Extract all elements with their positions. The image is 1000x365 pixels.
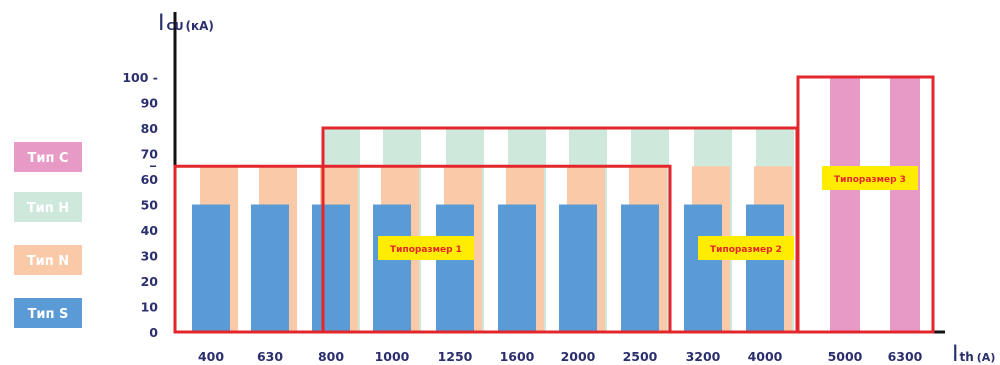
legend-swatch-тип-n [14, 245, 82, 275]
y-tick-label-50: 50 [141, 198, 159, 213]
bar-тип-s-1600 [498, 204, 536, 332]
y-tick-label-70: 70 [141, 147, 159, 162]
x-tick-label-2500: 2500 [623, 349, 658, 364]
y-tick-label-100: 100 - [122, 70, 158, 85]
y-axis-title-sub: CU [167, 20, 184, 33]
labels-layer: Типоразмер 1 Типоразмер 2 Типоразмер 3 [378, 166, 918, 260]
x-axis-title-main: I [952, 342, 959, 365]
bar-тип-s-630 [251, 204, 289, 332]
y-tick-label-40: 40 [141, 223, 159, 238]
frame-label-3: Типоразмер 3 [834, 175, 906, 185]
x-axis-title-sub: th [960, 350, 974, 364]
x-tick-label-630: 630 [257, 349, 283, 364]
frame-label-2: Типоразмер 2 [710, 245, 782, 255]
x-tick-label-1600: 1600 [500, 349, 535, 364]
legend-swatch-тип-h [14, 192, 82, 222]
x-tick-label-1000: 1000 [375, 349, 410, 364]
x-tick-label-3200: 3200 [686, 349, 721, 364]
x-tick-label-5000: 5000 [828, 349, 863, 364]
legend-swatch-тип-s [14, 298, 82, 328]
frame-label-box-3 [822, 166, 918, 190]
x-tick-label-4000: 4000 [748, 349, 783, 364]
x-tick-label-800: 800 [318, 349, 344, 364]
axes-layer: 0 10 20 30 40 50 60 70 80 90 100 - 400 630 800 1000 125… [122, 11, 995, 365]
legend-label-тип-c: Тип C [27, 151, 68, 166]
frame-label-1: Типоразмер 1 [390, 245, 462, 255]
x-tick-label-6300: 6300 [888, 349, 923, 364]
bars-layer [192, 77, 920, 332]
frame-label-box-2 [698, 236, 794, 260]
x-tick-label-2000: 2000 [561, 349, 596, 364]
y-tick-label-10: 10 [141, 300, 159, 315]
x-tick-label-1250: 1250 [438, 349, 473, 364]
y-tick-label-80: 80 [141, 121, 159, 136]
frames-layer [173, 75, 935, 334]
y-tick-label-30: 30 [141, 249, 159, 264]
x-axis-title-unit: (A) [977, 351, 996, 364]
y-tick-label-90: 90 [141, 96, 159, 111]
bar-тип-s-1250 [436, 204, 474, 332]
bar-тип-c-5000 [830, 77, 860, 332]
y-tick-label-60: 60 [141, 172, 159, 187]
x-tick-label-400: 400 [198, 349, 224, 364]
bar-тип-s-1000 [373, 204, 411, 332]
legend: Тип C Тип H Тип N Тип S [14, 142, 82, 328]
y-axis-title: I CU (кА) [158, 11, 214, 36]
frame-tiporazmer-3 [796, 75, 935, 334]
bar-тип-s-800 [312, 204, 350, 332]
bar-тип-s-4000 [746, 204, 784, 332]
bar-тип-s-400 [192, 204, 230, 332]
y-axis-title-main: I [158, 11, 165, 36]
legend-label-тип-n: Тип N [27, 254, 69, 269]
x-axis-title: Ith (A) [952, 342, 995, 365]
bar-тип-s-2500 [621, 204, 659, 332]
y-tick-label-0: 0 [149, 325, 158, 340]
legend-label-тип-h: Тип H [27, 201, 69, 216]
legend-label-тип-s: Тип S [28, 307, 69, 322]
frame-label-box-1 [378, 236, 474, 260]
bar-тип-s-2000 [559, 204, 597, 332]
bar-тип-s-3200 [684, 204, 722, 332]
legend-swatch-тип-c [14, 142, 82, 172]
y-tick-label-20: 20 [141, 274, 159, 289]
y-axis-title-unit: (кА) [186, 19, 214, 33]
bar-тип-c-6300 [890, 77, 920, 332]
